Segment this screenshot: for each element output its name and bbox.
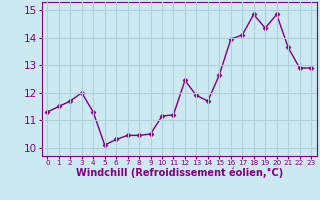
X-axis label: Windchill (Refroidissement éolien,°C): Windchill (Refroidissement éolien,°C) (76, 168, 283, 178)
